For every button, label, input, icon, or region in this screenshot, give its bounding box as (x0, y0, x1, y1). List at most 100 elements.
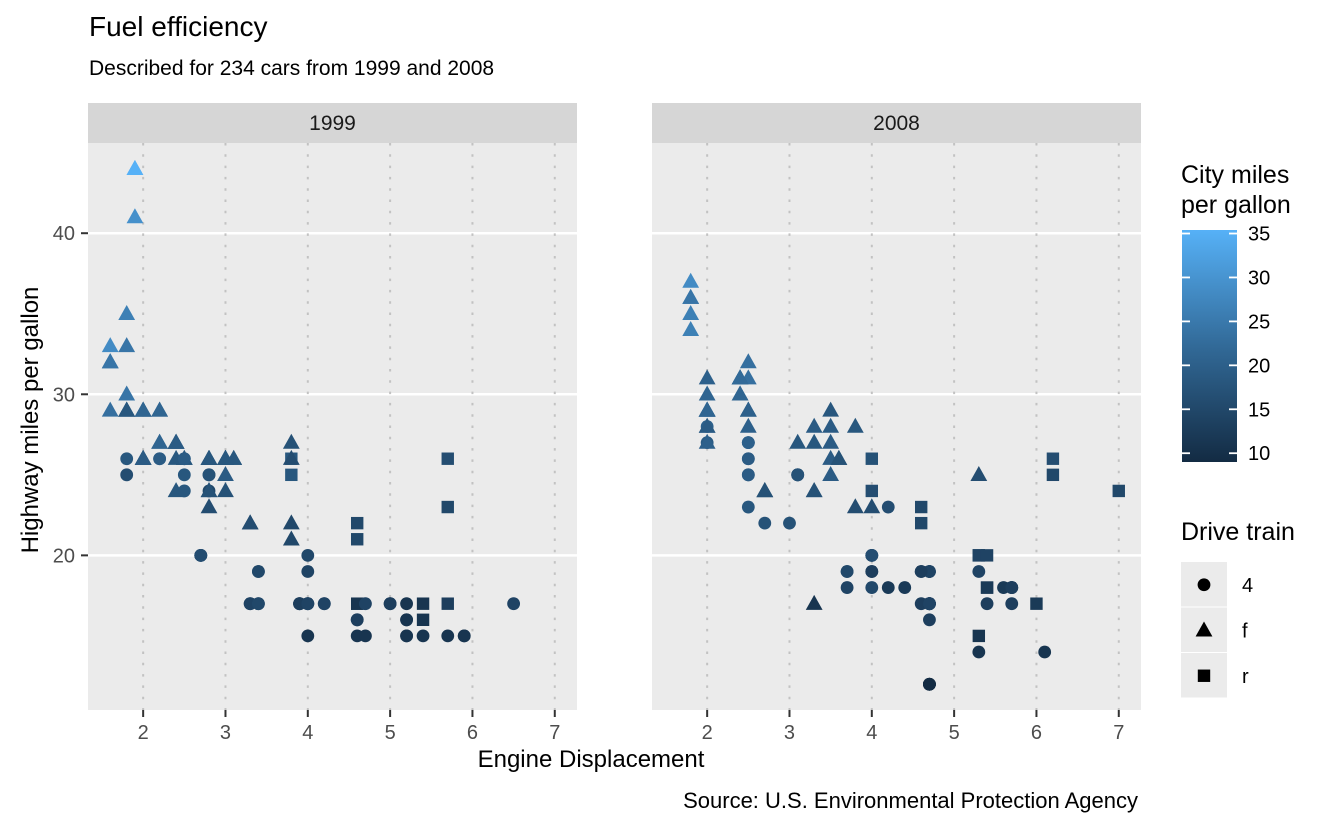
square-shape-icon (1197, 669, 1211, 682)
data-point (217, 466, 234, 482)
data-point (822, 466, 840, 482)
data-point (972, 645, 986, 659)
facet-strip-label: 1999 (309, 112, 356, 135)
data-point (914, 516, 928, 530)
y-tick-label: 40 (53, 223, 75, 245)
data-point (881, 581, 895, 594)
data-point (301, 629, 315, 643)
page-subtitle: Described for 234 cars from 1999 and 200… (89, 57, 495, 80)
data-point (731, 385, 749, 401)
x-tick-label: 6 (1031, 722, 1042, 744)
data-point (134, 449, 152, 465)
y-axis-title: Highway miles per gallon (17, 286, 44, 554)
data-point (200, 498, 218, 514)
data-point (167, 433, 185, 449)
data-point (980, 597, 994, 611)
data-point (416, 613, 430, 626)
data-point (202, 468, 216, 482)
data-point (980, 581, 994, 594)
data-point (923, 677, 936, 691)
data-point (698, 385, 716, 401)
x-tick-label: 2 (138, 722, 149, 744)
data-point (698, 401, 716, 417)
data-point (301, 565, 315, 578)
triangle-shape-icon (1195, 621, 1213, 637)
data-point (416, 597, 430, 610)
data-point (101, 401, 119, 417)
data-point (151, 433, 169, 449)
data-point (200, 449, 218, 465)
data-point (441, 597, 454, 610)
x-tick-label: 6 (467, 722, 478, 744)
data-point (741, 468, 755, 482)
data-point (441, 629, 455, 643)
x-tick-label: 3 (220, 722, 231, 744)
data-point (282, 449, 300, 465)
shape-legend-title: Drive train (1181, 518, 1295, 546)
source-caption: Source: U.S. Environmental Protection Ag… (683, 788, 1138, 813)
data-point (350, 613, 364, 627)
colorbar-tick-label: 30 (1248, 267, 1270, 289)
legend-item-label: r (1242, 666, 1249, 688)
color-legend-title: City miles per gallon (1181, 161, 1291, 219)
data-point (840, 565, 854, 578)
data-point (101, 353, 119, 369)
data-point (1038, 645, 1052, 659)
data-point (241, 514, 259, 530)
data-point (217, 482, 234, 498)
x-tick-label: 4 (302, 722, 313, 744)
data-point (1005, 581, 1019, 594)
facet-strip-label: 2008 (873, 112, 920, 135)
colorbar-tick-label: 10 (1248, 443, 1270, 465)
data-point (822, 417, 840, 433)
data-point (118, 337, 136, 353)
data-point (822, 433, 840, 449)
data-point (441, 452, 454, 465)
data-point (865, 484, 879, 498)
data-point (1005, 597, 1019, 611)
legend-item-label: 4 (1242, 575, 1253, 597)
data-point (865, 548, 879, 562)
data-point (252, 565, 265, 578)
data-point (898, 581, 912, 594)
data-point (698, 417, 716, 433)
data-point (805, 417, 823, 433)
x-tick-label: 7 (549, 722, 560, 744)
data-point (507, 597, 521, 611)
legend-item-label: f (1242, 620, 1248, 642)
data-point (1030, 597, 1043, 610)
data-point (789, 433, 807, 449)
data-point (134, 401, 152, 417)
data-point (350, 516, 364, 530)
data-point (863, 498, 881, 514)
circle-shape-icon (1197, 578, 1211, 592)
data-point (739, 401, 757, 417)
x-tick-label: 5 (949, 722, 960, 744)
data-point (177, 468, 191, 482)
data-point (301, 597, 315, 611)
y-tick-label: 20 (53, 545, 75, 567)
data-point (1046, 468, 1060, 482)
data-point (865, 565, 879, 578)
data-point (739, 417, 757, 433)
data-point (441, 500, 454, 514)
data-point (741, 500, 755, 514)
data-point (416, 629, 430, 643)
data-point (970, 466, 988, 482)
data-point (682, 321, 700, 337)
data-point (359, 629, 372, 643)
data-point (865, 581, 879, 594)
data-point (400, 629, 413, 643)
data-point (400, 613, 413, 627)
data-point (914, 500, 928, 514)
data-point (118, 385, 136, 401)
x-axis-title: Engine Displacement (477, 746, 705, 773)
data-point (980, 549, 994, 562)
data-point (805, 482, 823, 498)
data-point (120, 452, 134, 466)
data-point (846, 417, 864, 433)
data-point (118, 304, 136, 320)
data-point (791, 468, 805, 482)
colorbar (1182, 230, 1237, 462)
data-point (741, 436, 755, 450)
